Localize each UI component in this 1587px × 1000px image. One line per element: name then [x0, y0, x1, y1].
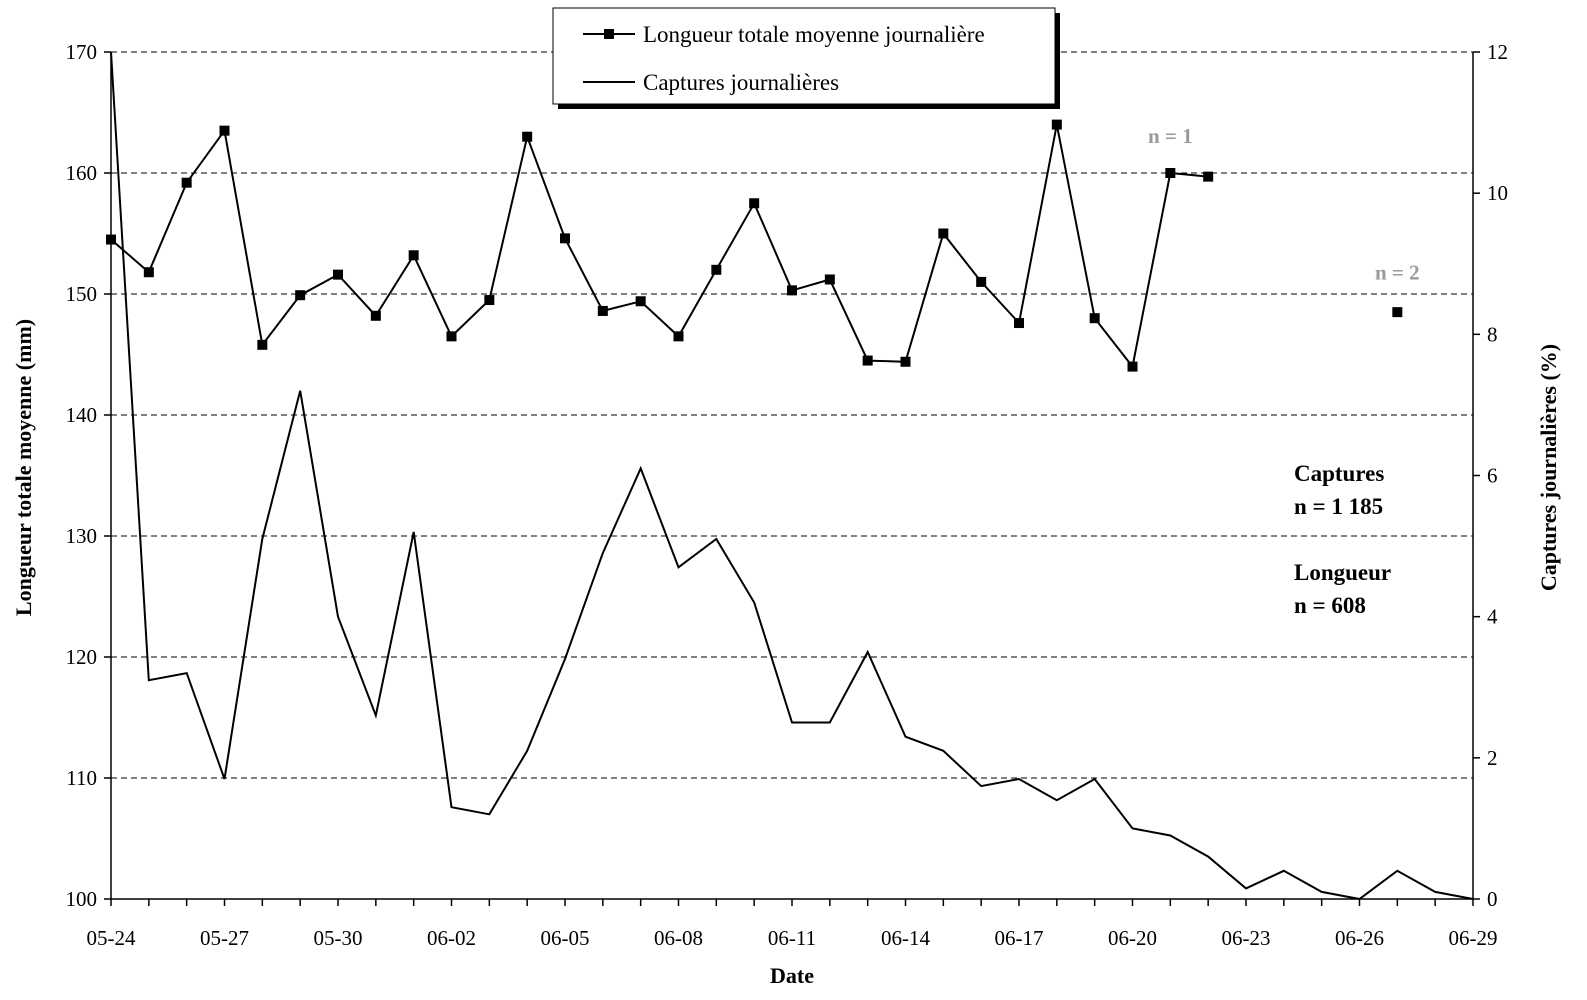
length-point [257, 339, 268, 350]
info-length-n: n = 608 [1294, 593, 1366, 618]
x-tick-label: 06-17 [995, 926, 1044, 950]
legend-label-captures: Captures journalières [643, 70, 839, 95]
annotations: n = 1 n = 2 [1148, 124, 1420, 285]
x-tick-label: 06-20 [1108, 926, 1157, 950]
left-tick-label: 160 [66, 161, 98, 185]
length-line [110, 124, 1209, 369]
info-box: Captures n = 1 185 Longueur n = 608 [1294, 461, 1391, 618]
left-tick-label: 110 [66, 766, 97, 790]
sample-size-note: n = 1 [1148, 124, 1193, 148]
length-point [446, 331, 457, 342]
info-captures-title: Captures [1294, 461, 1384, 486]
length-point [295, 290, 306, 301]
x-tick-label: 06-29 [1449, 926, 1498, 950]
x-tick-label: 06-23 [1222, 926, 1271, 950]
legend-label-length: Longueur totale moyenne journalière [643, 22, 985, 47]
length-point [333, 269, 343, 280]
legend: Longueur totale moyenne journalière Capt… [552, 7, 1060, 109]
left-y-ticks: 100 110 120 130 140 150 160 170 [66, 40, 111, 911]
x-tick-label: 05-24 [87, 926, 136, 950]
length-point [597, 305, 608, 316]
length-point [219, 125, 230, 136]
legend-marker-length [604, 29, 614, 39]
x-tick-label: 06-02 [427, 926, 476, 950]
length-point [749, 198, 760, 209]
length-point [1127, 361, 1138, 372]
right-tick-label: 10 [1487, 181, 1508, 205]
left-tick-label: 120 [66, 645, 98, 669]
x-ticks: 05-24 05-27 05-30 06-02 06-05 06-08 06-11 06-14… [87, 899, 1498, 950]
length-point [1165, 168, 1176, 178]
length-point [181, 177, 192, 188]
left-tick-label: 130 [66, 524, 98, 548]
right-tick-label: 0 [1487, 887, 1498, 911]
length-point [1203, 171, 1214, 182]
left-tick-label: 100 [66, 887, 98, 911]
right-tick-label: 12 [1487, 40, 1508, 64]
x-tick-label: 06-14 [881, 926, 930, 950]
length-point [976, 276, 987, 287]
x-tick-label: 06-05 [541, 926, 590, 950]
info-length-title: Longueur [1294, 560, 1391, 585]
x-axis-title: Date [770, 963, 814, 988]
left-tick-label: 140 [66, 403, 98, 427]
length-point [1089, 313, 1100, 324]
length-point [522, 131, 533, 142]
right-tick-label: 2 [1487, 746, 1498, 770]
right-tick-label: 8 [1487, 322, 1498, 346]
length-point [484, 295, 495, 306]
legend-box [552, 7, 1056, 105]
right-y-axis-title: Captures journalières (%) [1536, 344, 1561, 591]
length-point [106, 234, 116, 245]
length-point [862, 355, 873, 366]
length-point [673, 331, 684, 342]
right-y-ticks: 0 2 4 6 8 10 12 [1473, 40, 1508, 911]
sample-size-note: n = 2 [1375, 260, 1420, 284]
length-point [370, 310, 381, 321]
length-point [635, 296, 646, 307]
series-length [106, 119, 1403, 372]
x-tick-label: 06-08 [654, 926, 703, 950]
length-point [1014, 318, 1024, 329]
length-point [711, 264, 722, 275]
x-tick-label: 05-27 [200, 926, 249, 950]
series-captures [110, 51, 1474, 901]
right-tick-label: 4 [1487, 605, 1498, 629]
x-tick-label: 06-26 [1335, 926, 1384, 950]
x-tick-label: 06-11 [768, 926, 816, 950]
length-point [787, 285, 797, 296]
length-point [1051, 119, 1062, 130]
length-point-isolated [1392, 307, 1403, 318]
right-tick-label: 6 [1487, 464, 1498, 488]
length-point [938, 228, 949, 239]
length-point [408, 250, 419, 261]
info-captures-n: n = 1 185 [1294, 494, 1383, 519]
length-point [143, 267, 154, 278]
left-tick-label: 150 [66, 282, 98, 306]
gridlines [111, 51, 1473, 779]
left-tick-label: 170 [66, 40, 98, 64]
length-point [900, 356, 911, 367]
length-point [560, 233, 570, 244]
captures-line [110, 51, 1474, 901]
length-point [824, 274, 835, 285]
x-tick-label: 05-30 [314, 926, 363, 950]
left-y-axis-title: Longueur totale moyenne (mm) [11, 319, 36, 616]
